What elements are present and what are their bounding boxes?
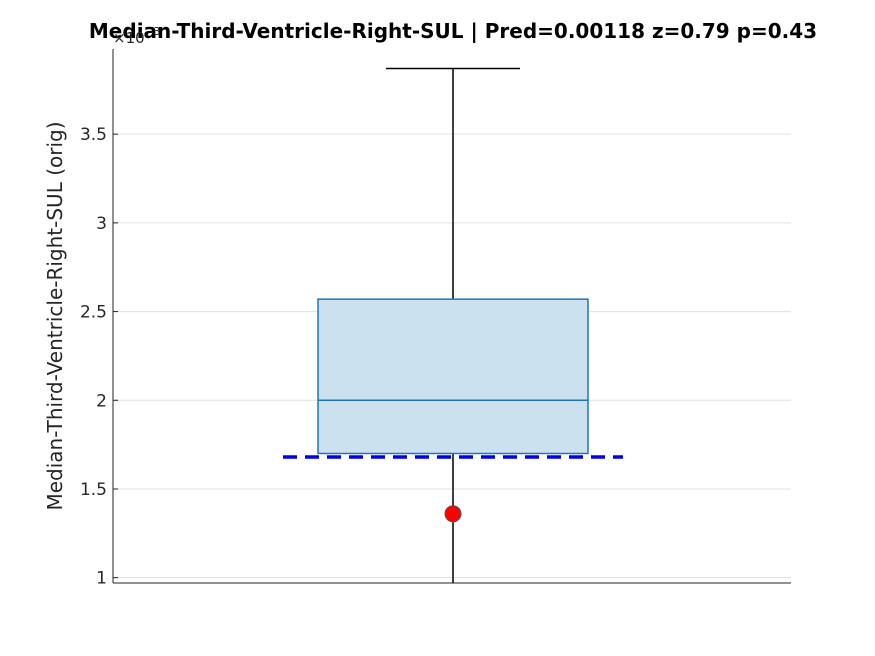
y-tick-label: 3.5: [80, 125, 107, 145]
y-tick-label: 3: [96, 214, 107, 234]
box-plot-marks: [283, 67, 623, 583]
y-axis-exponent-power: -3: [149, 25, 160, 38]
y-tick-label: 1: [96, 569, 107, 589]
y-axis-exponent: ×10 -3: [113, 25, 160, 47]
y-axis-exponent-base: ×10: [113, 29, 145, 47]
y-tick-label: 2: [96, 391, 107, 411]
box-iqr: [317, 298, 589, 455]
y-tick-label: 2.5: [80, 303, 107, 323]
chart-title: Median-Third-Ventricle-Right-SUL | Pred=…: [89, 19, 817, 43]
y-axis-ticks: 1 1.5 2 2.5 3 3.5: [80, 125, 118, 589]
data-point-marker: [444, 505, 462, 523]
y-tick-label: 1.5: [80, 480, 107, 500]
y-axis-label: Median-Third-Ventricle-Right-SUL (orig): [43, 121, 67, 510]
